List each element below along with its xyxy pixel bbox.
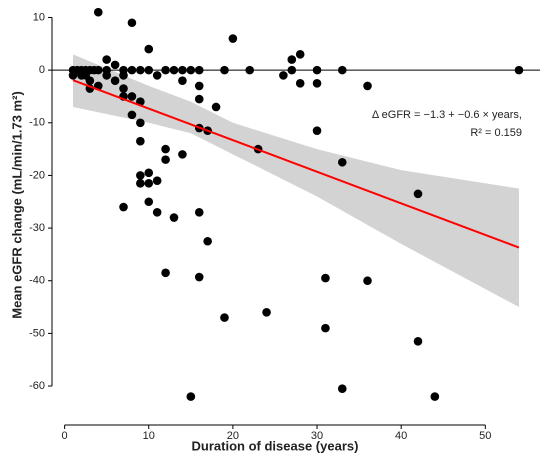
annotation: R² = 0.159 [470,127,522,139]
point [363,276,372,286]
point [102,55,111,64]
y-tick-label: -20 [29,169,45,181]
point [136,136,145,146]
point [152,207,162,217]
point [194,94,204,104]
point [102,71,111,80]
y-tick-label: -10 [29,117,45,129]
point [321,323,330,333]
point [93,7,103,17]
point [136,179,145,188]
point [119,202,128,212]
point [93,65,103,75]
point [337,384,347,393]
point [194,65,204,75]
point [194,272,204,282]
point [178,76,187,85]
point [413,336,423,346]
x-tick-label: 10 [143,430,155,442]
point [220,65,229,75]
point [110,60,120,70]
point [245,65,255,75]
point [161,155,170,164]
point [279,71,288,80]
x-tick-label: 30 [311,430,323,442]
point [169,213,179,222]
point [228,34,238,43]
point [312,65,322,75]
y-tick-label: 10 [33,11,45,23]
point [295,78,305,88]
point [144,65,154,75]
point [127,65,137,75]
point [119,65,128,75]
point [312,126,322,135]
point [413,189,423,199]
point [186,392,196,401]
point [110,76,120,85]
point [85,76,95,85]
point [161,268,170,278]
point [514,65,524,75]
point [178,150,187,159]
y-tick-label: 0 [39,64,45,76]
point [144,168,154,178]
x-tick-label: 40 [395,430,407,442]
y-axis-title: Mean eGFR change (mL/min/1.73 m²) [9,91,24,319]
y-tick-label: -30 [29,222,45,234]
point [152,176,162,185]
y-tick-label: -60 [29,380,45,392]
x-tick-label: 50 [479,430,491,442]
point [186,65,196,75]
point [363,81,372,91]
confidence-band [73,54,519,308]
point [220,313,229,322]
point [194,207,204,217]
point [136,171,145,180]
point [287,55,297,64]
point [127,92,137,101]
annotation: Δ eGFR = −1.3 + −0.6 × years, [372,109,522,121]
point [152,71,162,80]
y-tick-label: -50 [29,327,45,339]
point [430,392,440,401]
x-tick-label: 20 [227,430,239,442]
point [136,65,145,75]
point [161,65,170,75]
point [295,50,305,59]
point [262,308,271,317]
y-tick-label: -40 [29,275,45,287]
point [144,44,154,54]
point [321,273,330,283]
point [161,144,170,154]
point [127,18,137,28]
point [119,84,128,93]
point [127,110,137,120]
point [144,179,154,188]
x-tick-label: 0 [62,430,68,442]
point [136,118,145,128]
point [287,65,297,75]
point [203,236,212,246]
point [178,65,187,75]
point [211,102,221,112]
point [337,157,347,167]
regression-line [72,79,520,249]
point [194,81,204,91]
point [312,78,322,88]
point [337,65,347,75]
point [169,65,179,75]
point [144,197,154,207]
x-axis-title: Duration of disease (years) [192,438,359,453]
